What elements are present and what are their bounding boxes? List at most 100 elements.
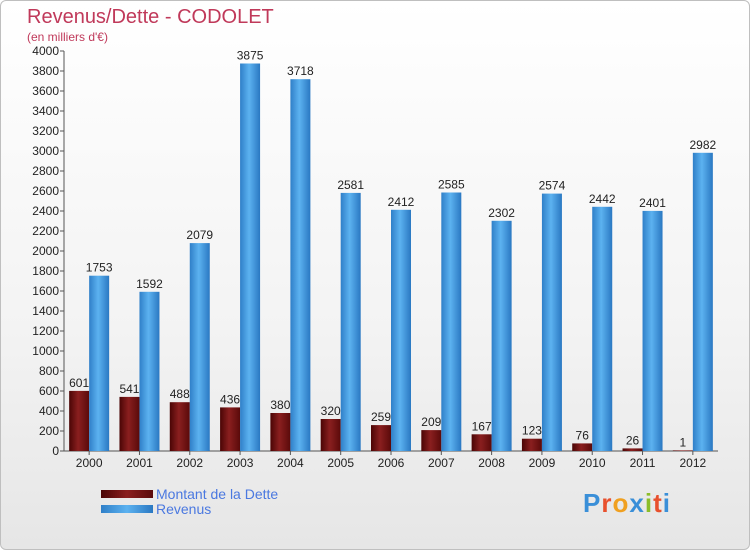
data-label-dette: 488 (170, 387, 190, 401)
y-tick-label: 800 (39, 364, 59, 378)
data-label-dette: 320 (321, 404, 341, 418)
data-label-dette: 26 (626, 433, 640, 447)
data-label-dette: 76 (576, 428, 590, 442)
bar-revenus (692, 152, 713, 452)
logo-letter: i (644, 488, 654, 518)
x-tick-label: 2005 (327, 456, 354, 470)
y-tick-label: 3600 (32, 84, 59, 98)
y-tick-label: 4000 (32, 44, 59, 58)
logo-letter: P (583, 488, 602, 518)
data-label-dette: 436 (220, 392, 240, 406)
data-label-dette: 209 (421, 415, 441, 429)
y-tick-label: 3400 (32, 104, 59, 118)
x-tick-label: 2003 (227, 456, 254, 470)
y-tick-label: 0 (52, 444, 59, 458)
logo-letter: r (601, 488, 613, 518)
x-tick-label: 2002 (176, 456, 203, 470)
data-label-dette: 1 (680, 435, 687, 449)
data-label-revenus: 2401 (639, 196, 666, 210)
bar-dette (119, 396, 140, 451)
logo-letter: i (662, 488, 671, 518)
bar-dette (69, 390, 90, 451)
y-tick-label: 2000 (32, 244, 59, 258)
logo-letter: o (612, 488, 630, 518)
x-tick-label: 2009 (529, 456, 556, 470)
chart-title: Revenus/Dette - CODOLET (27, 6, 274, 28)
bar-revenus (139, 291, 160, 451)
logo-letter: t (653, 488, 663, 518)
bar-revenus (592, 206, 613, 451)
data-label-revenus: 2982 (689, 138, 716, 152)
bar-revenus (441, 192, 462, 451)
y-tick-label: 2400 (32, 204, 59, 218)
y-tick-label: 400 (39, 404, 59, 418)
y-tick-label: 1800 (32, 264, 59, 278)
x-tick-label: 2010 (579, 456, 606, 470)
x-tick-label: 2007 (428, 456, 455, 470)
data-label-revenus: 1753 (86, 261, 113, 275)
y-tick-label: 2200 (32, 224, 59, 238)
y-tick-label: 3800 (32, 64, 59, 78)
bar-dette (220, 407, 241, 451)
y-tick-label: 2600 (32, 184, 59, 198)
bar-revenus (541, 193, 562, 451)
bar-dette (169, 402, 190, 451)
data-label-revenus: 2442 (589, 192, 616, 206)
data-label-revenus: 3875 (237, 49, 264, 63)
proxiti-logo: Proxiti (583, 488, 671, 519)
y-tick-label: 1600 (32, 284, 59, 298)
bar-revenus (89, 275, 110, 451)
data-label-revenus: 2302 (488, 206, 515, 220)
bar-revenus (391, 209, 411, 451)
bar-revenus (189, 243, 210, 451)
y-tick-label: 1400 (32, 304, 59, 318)
bar-dette (320, 419, 341, 451)
bar-dette (521, 438, 542, 451)
logo-letter: x (629, 488, 645, 518)
y-tick-label: 3000 (32, 144, 59, 158)
bar-revenus (491, 220, 512, 451)
bar-revenus (290, 79, 311, 451)
data-label-revenus: 2581 (337, 178, 364, 192)
data-label-dette: 123 (522, 424, 542, 438)
y-tick-label: 1200 (32, 324, 59, 338)
x-tick-label: 2011 (630, 456, 656, 470)
data-label-dette: 167 (472, 419, 492, 433)
bar-dette (371, 425, 391, 451)
data-label-dette: 380 (270, 398, 290, 412)
bar-revenus (340, 192, 361, 451)
legend-swatch-debt (101, 490, 153, 498)
data-label-revenus: 1592 (136, 277, 163, 291)
data-label-dette: 259 (371, 410, 391, 424)
y-tick-label: 600 (39, 384, 59, 398)
legend-label-debt: Montant de la Dette (156, 486, 279, 502)
y-tick-label: 200 (39, 424, 59, 438)
bar-dette (622, 448, 643, 451)
legend-label-revenus: Revenus (156, 501, 212, 517)
x-tick-label: 2004 (277, 456, 304, 470)
bar-dette (572, 443, 593, 451)
chart-subtitle: (en milliers d'€) (27, 30, 108, 44)
data-label-dette: 541 (119, 382, 139, 396)
bar-dette (471, 434, 492, 451)
y-tick-label: 3200 (32, 124, 59, 138)
x-tick-label: 2000 (76, 456, 103, 470)
bar-revenus (642, 210, 663, 451)
legend-swatch-revenus (101, 505, 153, 513)
data-label-revenus: 2412 (388, 195, 415, 209)
bar-dette (672, 450, 693, 451)
bar-dette (270, 413, 291, 451)
data-label-revenus: 2079 (186, 228, 213, 242)
y-tick-label: 1000 (32, 344, 59, 358)
y-tick-label: 2800 (32, 164, 59, 178)
data-label-revenus: 2574 (539, 179, 566, 193)
bar-dette (421, 430, 442, 451)
x-tick-label: 2001 (126, 456, 153, 470)
x-tick-label: 2012 (679, 456, 706, 470)
data-label-revenus: 3718 (287, 64, 314, 78)
x-tick-label: 2006 (378, 456, 405, 470)
bar-revenus (240, 63, 261, 451)
data-label-dette: 601 (69, 376, 89, 390)
